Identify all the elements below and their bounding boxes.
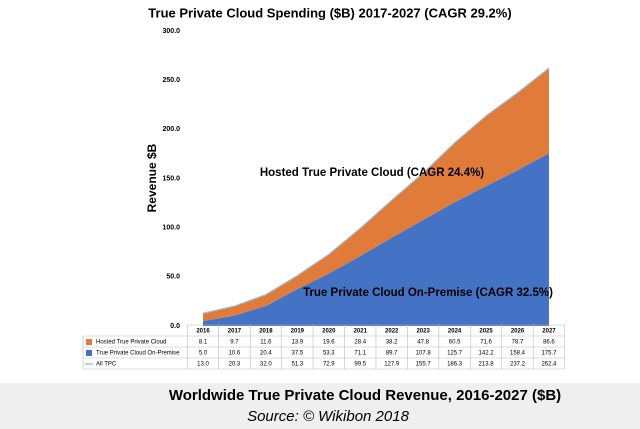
x-tick-label: 2019	[291, 329, 305, 335]
table-cell: 60.5	[449, 340, 461, 346]
x-tick-label: 2018	[259, 329, 273, 335]
plot-area: 0.0 50.0 100.0 150.0 200.0 250.0 300.0 2016 2017…	[82, 28, 565, 370]
y-tick-label: 250.0	[162, 77, 180, 84]
area	[203, 153, 549, 326]
caption-band	[0, 383, 640, 429]
table-cell: 10.6	[229, 351, 241, 357]
table-cell: 53.3	[323, 351, 335, 357]
table-cell: 78.7	[512, 340, 524, 346]
table-cell: 213.8	[479, 362, 495, 368]
legend-key	[86, 339, 92, 345]
x-tick-label: 2016	[196, 329, 210, 335]
table-cell: 71.6	[480, 340, 492, 346]
table-cell: 38.2	[386, 340, 398, 346]
table-cell: 186.3	[447, 362, 463, 368]
table-cell: 237.2	[510, 362, 526, 368]
table-cell: 13.9	[292, 340, 304, 346]
table-cell: 20.4	[260, 351, 272, 357]
x-tick-label: 2020	[322, 329, 336, 335]
table-cell: 28.4	[354, 340, 366, 346]
line	[202, 67, 550, 314]
y-tick-label: 300.0	[162, 28, 180, 35]
y-tick-label: 0.0	[170, 323, 180, 330]
table-cell: 8.1	[199, 340, 208, 346]
table-cell: 9.7	[230, 340, 239, 346]
source: Source: © Wikibon 2018	[247, 408, 409, 425]
table-cell: 107.8	[416, 351, 432, 357]
table-cell: 51.3	[292, 362, 304, 368]
x-tick-label: 2022	[385, 329, 399, 335]
table-cell: 37.5	[292, 351, 304, 357]
x-tick-label: 2023	[416, 329, 430, 335]
table-cell: 71.1	[354, 351, 366, 357]
y-tick-label: 50.0	[166, 274, 180, 281]
annotation: Hosted True Private Cloud (CAGR 24.4%)	[260, 167, 484, 179]
legend-label: True Private Cloud On-Premise	[96, 351, 180, 357]
table-cell: 19.6	[323, 340, 335, 346]
x-tick-label: 2021	[354, 329, 368, 335]
legend-key	[86, 350, 92, 356]
chart-title: True Private Cloud Spending ($B) 2017-20…	[148, 5, 511, 20]
y-tick-label: 200.0	[162, 126, 180, 133]
x-tick-label: 2017	[228, 329, 242, 335]
table-cell: 11.6	[260, 340, 272, 346]
table-cell: 86.6	[543, 340, 555, 346]
table-cell: 262.4	[541, 362, 557, 368]
table-cell: 72.9	[323, 362, 335, 368]
table-cell: 89.7	[386, 351, 398, 357]
table-cell: 127.9	[384, 362, 400, 368]
table-cell: 99.5	[354, 362, 366, 368]
y-tick-label: 150.0	[162, 175, 180, 182]
legend-label: All TPC	[96, 362, 117, 368]
table-cell: 175.7	[541, 351, 557, 357]
table-cell: 32.0	[260, 362, 272, 368]
table-cell: 158.4	[510, 351, 526, 357]
annotation: True Private Cloud On-Premise (CAGR 32.5…	[303, 287, 553, 299]
table-cell: 20.3	[229, 362, 241, 368]
y-axis-label: Revenue $B	[145, 143, 159, 212]
x-tick-label: 2025	[479, 329, 493, 335]
x-tick-label: 2024	[448, 329, 462, 335]
table-cell: 142.2	[479, 351, 495, 357]
table-cell: 155.7	[416, 362, 432, 368]
table-cell: 47.8	[417, 340, 429, 346]
legend-label: Hosted True Private Cloud	[96, 340, 166, 346]
x-tick-label: 2027	[542, 329, 556, 335]
table-cell: 13.0	[197, 362, 209, 368]
table-cell: 5.0	[199, 351, 208, 357]
table-cell: 125.7	[447, 351, 463, 357]
x-tick-label: 2026	[511, 329, 525, 335]
caption: Worldwide True Private Cloud Revenue, 20…	[169, 387, 561, 404]
y-tick-label: 100.0	[162, 225, 180, 232]
